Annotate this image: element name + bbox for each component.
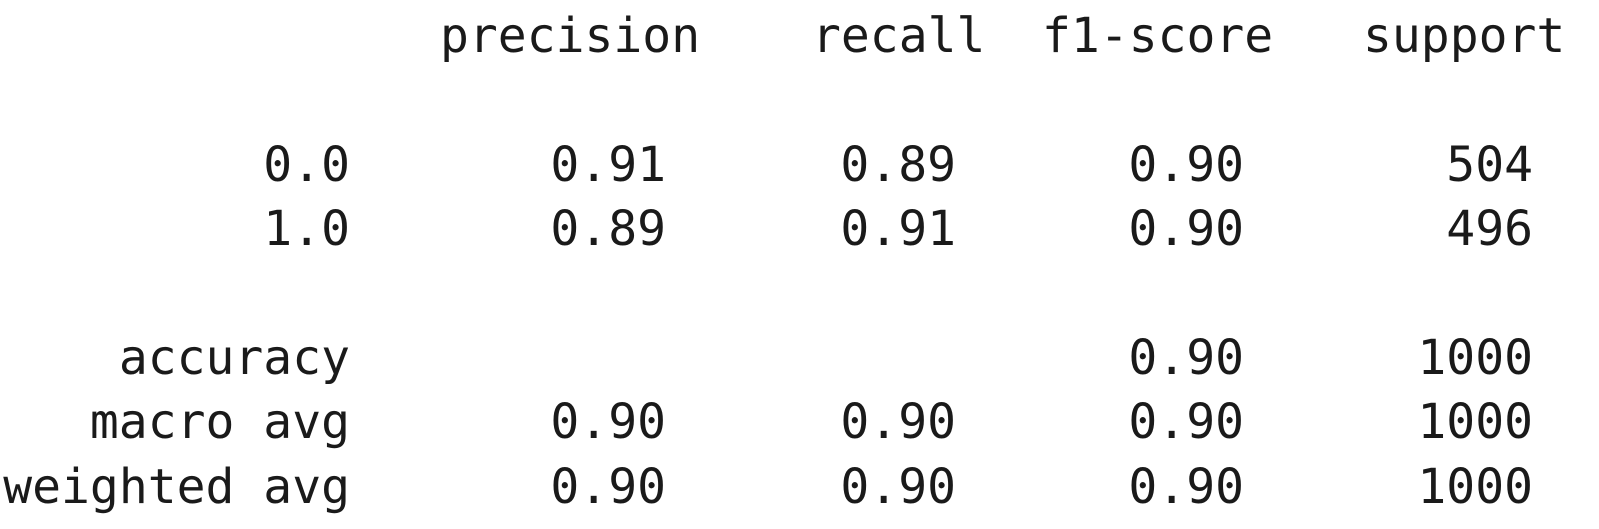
- summary-f1-score: 0.90: [1128, 394, 1244, 450]
- header-f1-score: f1-score: [1042, 8, 1274, 64]
- summary-precision: 0.90: [550, 459, 666, 515]
- row-label: 1.0: [263, 201, 350, 257]
- summary-support: 1000: [1417, 330, 1533, 386]
- summary-recall: 0.90: [840, 394, 956, 450]
- row-recall: 0.89: [840, 137, 956, 193]
- summary-f1-score: 0.90: [1128, 330, 1244, 386]
- summary-label: accuracy: [118, 330, 350, 386]
- summary-support: 1000: [1417, 394, 1533, 450]
- row-label: 0.0: [263, 137, 350, 193]
- summary-label: weighted avg: [3, 459, 350, 515]
- row-support: 496: [1446, 201, 1533, 257]
- summary-label: macro avg: [89, 394, 350, 450]
- header-precision: precision: [440, 8, 701, 64]
- summary-precision: 0.90: [550, 394, 666, 450]
- row-support: 504: [1446, 137, 1533, 193]
- row-precision: 0.89: [550, 201, 666, 257]
- header-support: support: [1363, 8, 1566, 64]
- row-f1-score: 0.90: [1128, 137, 1244, 193]
- row-f1-score: 0.90: [1128, 201, 1244, 257]
- row-recall: 0.91: [840, 201, 956, 257]
- summary-support: 1000: [1417, 459, 1533, 515]
- summary-f1-score: 0.90: [1128, 459, 1244, 515]
- row-precision: 0.91: [550, 137, 666, 193]
- header-recall: recall: [812, 8, 986, 64]
- summary-recall: 0.90: [840, 459, 956, 515]
